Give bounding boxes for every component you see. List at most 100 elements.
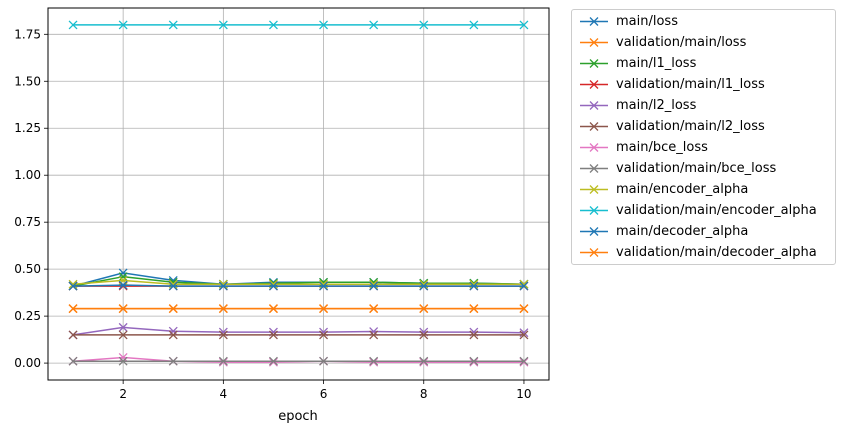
series-line	[68, 268, 529, 291]
plot-frame	[47, 7, 550, 381]
legend-item: main/loss	[572, 11, 835, 32]
data-point	[268, 281, 278, 291]
legend-swatch-marker	[589, 59, 599, 68]
data-point	[519, 330, 529, 340]
legend-label: validation/main/encoder_alpha	[616, 203, 817, 218]
data-point	[268, 330, 278, 340]
legend-swatch-marker	[589, 143, 599, 152]
data-point	[469, 304, 479, 314]
series-line	[68, 352, 529, 367]
data-point	[419, 356, 429, 366]
series-line	[68, 322, 529, 340]
legend-label: main/l1_loss	[616, 56, 697, 71]
data-point	[369, 330, 379, 340]
y-axis-ticks: 0.00 0.25 0.50 0.75 1.00 1.25 1.50 1.75	[14, 27, 48, 370]
y-tick-label: 1.00	[14, 168, 41, 182]
legend-item: validation/main/encoder_alpha	[572, 200, 835, 221]
legend-label: main/l2_loss	[616, 98, 697, 113]
data-point	[268, 357, 278, 367]
series-path	[72, 275, 525, 287]
data-point	[469, 357, 479, 367]
legend-item: main/encoder_alpha	[572, 179, 835, 200]
data-point	[469, 356, 479, 366]
legend-label: validation/main/l1_loss	[616, 77, 765, 92]
legend-label: main/bce_loss	[616, 140, 708, 155]
data-point	[319, 356, 329, 366]
data-point	[68, 356, 78, 366]
legend-swatch-marker	[589, 164, 599, 173]
data-point	[419, 20, 429, 30]
data-point	[168, 330, 178, 340]
legend-swatch	[580, 185, 608, 194]
data-point	[419, 357, 429, 367]
x-tick-label: 10	[516, 387, 531, 401]
data-point	[369, 304, 379, 314]
data-point	[118, 330, 128, 340]
data-point	[118, 272, 128, 282]
legend-swatch-marker	[589, 227, 599, 236]
legend-swatch	[580, 248, 608, 257]
x-axis-label: epoch	[278, 409, 318, 424]
legend-swatch	[580, 164, 608, 173]
y-tick-label: 0.00	[14, 356, 41, 370]
data-point	[419, 304, 429, 314]
legend-label: validation/main/bce_loss	[616, 161, 777, 176]
y-tick-label: 1.50	[14, 74, 41, 88]
data-point	[218, 357, 228, 367]
legend: main/loss validation/main/loss main/l1_los…	[571, 9, 836, 265]
legend-label: validation/main/l2_loss	[616, 119, 765, 134]
data-point	[268, 356, 278, 366]
legend-swatch-marker	[589, 122, 599, 131]
legend-item: main/l2_loss	[572, 95, 835, 116]
series-line	[68, 20, 529, 30]
legend-swatch	[580, 59, 608, 68]
x-tick-label: 8	[420, 387, 428, 401]
grid	[48, 8, 549, 380]
legend-label: main/loss	[616, 14, 678, 29]
series-line	[68, 304, 529, 314]
legend-swatch	[580, 143, 608, 152]
legend-swatch-marker	[589, 185, 599, 194]
data-point	[68, 330, 78, 340]
legend-item: main/l1_loss	[572, 53, 835, 74]
series-line	[68, 275, 529, 289]
legend-item: validation/main/loss	[572, 32, 835, 53]
data-point	[168, 277, 178, 287]
legend-item: main/decoder_alpha	[572, 221, 835, 242]
legend-label: validation/main/loss	[616, 35, 747, 50]
data-point	[68, 279, 78, 289]
y-tick-label: 0.75	[14, 215, 41, 229]
data-point	[519, 357, 529, 367]
legend-label: validation/main/decoder_alpha	[616, 245, 817, 260]
legend-swatch	[580, 206, 608, 215]
data-point	[519, 281, 529, 291]
data-point	[168, 304, 178, 314]
data-point	[419, 330, 429, 340]
data-point	[369, 20, 379, 30]
y-tick-label: 1.75	[14, 27, 41, 41]
data-point	[168, 281, 178, 291]
legend-swatch	[580, 17, 608, 26]
legend-swatch-marker	[589, 38, 599, 47]
legend-swatch-marker	[589, 248, 599, 257]
legend-item: main/bce_loss	[572, 137, 835, 158]
x-tick-label: 2	[119, 387, 127, 401]
legend-label: main/encoder_alpha	[616, 182, 749, 197]
legend-item: validation/main/l1_loss	[572, 74, 835, 95]
data-point	[319, 20, 329, 30]
data-point	[469, 281, 479, 291]
data-point	[469, 330, 479, 340]
data-point	[419, 281, 429, 291]
data-point	[118, 20, 128, 30]
data-point	[369, 277, 379, 287]
series-path	[72, 326, 525, 336]
legend-label: main/decoder_alpha	[616, 224, 749, 239]
data-point	[519, 356, 529, 366]
series-layer	[68, 20, 529, 367]
data-point	[319, 277, 329, 287]
legend-swatch	[580, 80, 608, 89]
legend-swatch-marker	[589, 17, 599, 26]
series-path	[72, 284, 524, 287]
data-point	[118, 304, 128, 314]
